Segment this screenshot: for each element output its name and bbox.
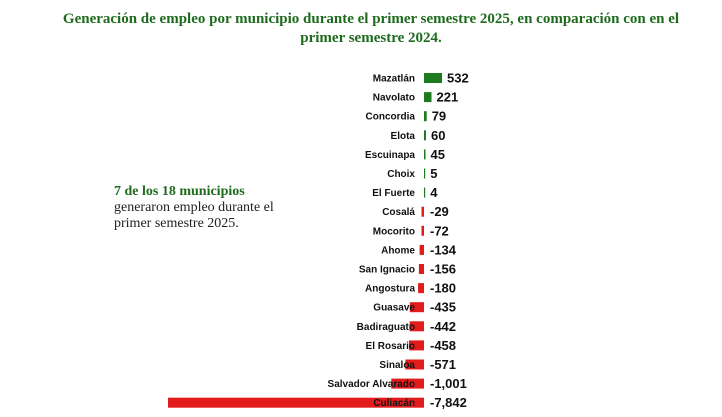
chart-title: Generación de empleo por municipio duran…	[62, 11, 680, 46]
value-label-navolato: 221	[437, 90, 459, 105]
value-label-san-ignacio: -156	[430, 262, 456, 277]
value-label-escuinapa: 45	[431, 147, 445, 162]
bar-cosala	[421, 206, 424, 217]
category-label-concordia: Concordia	[366, 112, 416, 123]
category-label-navolato: Navolato	[373, 93, 415, 104]
bar-mazatlan	[424, 73, 442, 83]
bar-guasave	[409, 302, 424, 313]
category-label-badiraguato: Badiraguato	[357, 322, 415, 333]
category-label-el-rosario: El Rosario	[366, 341, 415, 352]
category-label-mocorito: Mocorito	[373, 226, 415, 237]
category-label-sinaloa: Sinaloa	[379, 360, 415, 371]
value-label-mazatlan: 532	[447, 71, 469, 86]
value-label-el-rosario: -458	[430, 338, 456, 353]
value-label-culiacan: -7,842	[430, 395, 467, 410]
category-label-culiacan: Culiacán	[373, 398, 415, 409]
bar-salvador-alvarado	[391, 378, 424, 389]
category-label-escuinapa: Escuinapa	[365, 150, 415, 161]
category-label-mazatlan: Mazatlán	[373, 74, 415, 85]
value-label-cosala: -29	[430, 204, 449, 219]
value-label-guasave: -435	[430, 300, 456, 315]
bar-badiraguato	[409, 321, 424, 332]
bar-choix	[424, 168, 426, 179]
value-label-elota: 60	[431, 128, 445, 143]
bar-escuinapa	[424, 149, 426, 160]
value-label-sinaloa: -571	[430, 357, 456, 372]
value-label-angostura: -180	[430, 281, 456, 296]
bar-navolato	[424, 92, 432, 103]
bar-el-rosario	[409, 340, 424, 351]
bar-ahome	[419, 244, 424, 255]
category-label-salvador-alvarado: Salvador Alvarado	[328, 379, 415, 390]
value-label-mocorito: -72	[430, 223, 449, 238]
value-label-ahome: -134	[430, 242, 457, 257]
bar-sinaloa	[405, 359, 424, 370]
bar-san-ignacio	[418, 264, 424, 274]
category-label-ahome: Ahome	[381, 245, 415, 256]
value-label-el-fuerte: 4	[430, 185, 438, 200]
category-label-san-ignacio: San Ignacio	[359, 265, 415, 276]
value-label-salvador-alvarado: -1,001	[430, 376, 467, 391]
bar-mocorito	[421, 225, 424, 236]
value-label-choix: 5	[430, 166, 437, 181]
bar-culiacan	[168, 397, 424, 408]
value-label-badiraguato: -442	[430, 319, 456, 334]
category-label-choix: Choix	[387, 169, 415, 180]
bar-elota	[424, 130, 426, 141]
category-label-guasave: Guasave	[373, 303, 415, 314]
bar-angostura	[418, 283, 424, 294]
bar-concordia	[424, 111, 427, 122]
category-label-angostura: Angostura	[365, 284, 415, 295]
summary-highlight: 7 de los 18 municipios	[114, 184, 245, 199]
category-label-el-fuerte: El Fuerte	[372, 188, 415, 199]
category-label-cosala: Cosalá	[382, 207, 415, 218]
summary-note: 7 de los 18 municipios generaron empleo …	[114, 184, 314, 232]
value-label-concordia: 79	[432, 109, 446, 124]
bar-el-fuerte	[424, 187, 426, 198]
category-label-elota: Elota	[391, 131, 416, 142]
summary-text: generaron empleo durante el primer semes…	[114, 200, 274, 231]
